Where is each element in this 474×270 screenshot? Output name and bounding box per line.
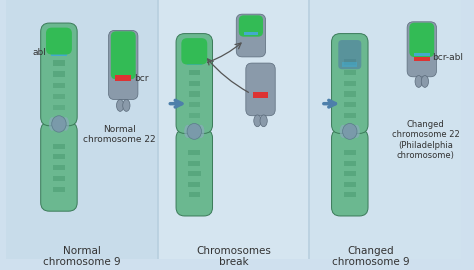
Bar [342, 62, 357, 67]
Bar [344, 102, 356, 107]
Bar [414, 57, 429, 61]
Text: abl: abl [33, 48, 46, 57]
Ellipse shape [353, 125, 360, 138]
Text: bcr-abl: bcr-abl [432, 53, 464, 62]
Bar [344, 171, 356, 176]
FancyBboxPatch shape [331, 33, 368, 133]
FancyBboxPatch shape [338, 40, 361, 69]
Bar [119, 93, 128, 100]
Bar [53, 144, 65, 149]
Ellipse shape [52, 116, 66, 132]
Bar [53, 71, 64, 77]
Text: Normal
chromosome 22: Normal chromosome 22 [83, 125, 156, 144]
FancyBboxPatch shape [331, 129, 368, 216]
Bar [344, 182, 356, 187]
Ellipse shape [421, 76, 428, 87]
Bar [189, 102, 200, 107]
FancyBboxPatch shape [46, 28, 72, 55]
Text: Changed
chromosome 9: Changed chromosome 9 [332, 246, 410, 267]
Bar [244, 32, 258, 35]
Bar [189, 81, 200, 86]
Bar [53, 187, 64, 192]
Text: Chromosomes
break: Chromosomes break [196, 246, 271, 267]
Ellipse shape [62, 117, 69, 131]
Bar [158, 0, 310, 259]
Bar [344, 59, 356, 65]
Ellipse shape [415, 76, 422, 87]
Bar [344, 192, 356, 197]
Bar [418, 71, 426, 76]
FancyBboxPatch shape [41, 23, 77, 126]
Ellipse shape [123, 100, 130, 111]
Ellipse shape [198, 125, 204, 138]
FancyBboxPatch shape [48, 28, 70, 53]
Text: Normal
chromosome 9: Normal chromosome 9 [43, 246, 121, 267]
Bar [6, 0, 158, 259]
FancyBboxPatch shape [410, 23, 434, 57]
Bar [53, 176, 65, 181]
Bar [344, 70, 356, 75]
FancyBboxPatch shape [176, 129, 212, 216]
Bar [53, 165, 65, 170]
Ellipse shape [340, 125, 346, 138]
Bar [53, 154, 65, 160]
FancyBboxPatch shape [184, 39, 205, 63]
Bar [53, 94, 64, 99]
Bar [188, 171, 201, 176]
Bar [188, 182, 201, 187]
FancyBboxPatch shape [176, 33, 212, 133]
Bar [310, 0, 461, 259]
Bar [253, 92, 268, 97]
Bar [344, 150, 356, 155]
Bar [189, 192, 200, 197]
Bar [344, 91, 356, 97]
Bar [53, 60, 64, 66]
Bar [414, 53, 429, 56]
Bar [344, 161, 356, 166]
Bar [51, 50, 67, 56]
FancyBboxPatch shape [182, 38, 207, 65]
FancyBboxPatch shape [239, 15, 263, 37]
Bar [188, 161, 201, 166]
Bar [189, 70, 200, 75]
Ellipse shape [343, 123, 357, 139]
Ellipse shape [117, 100, 124, 111]
FancyBboxPatch shape [246, 63, 275, 116]
FancyBboxPatch shape [109, 31, 138, 100]
Ellipse shape [254, 115, 261, 127]
Ellipse shape [49, 117, 55, 131]
Bar [189, 59, 200, 65]
Bar [189, 91, 200, 97]
Text: Changed
chromosome 22
(Philadelphia
chromosome): Changed chromosome 22 (Philadelphia chro… [392, 120, 459, 160]
Bar [344, 81, 356, 86]
Bar [116, 75, 131, 81]
Text: bcr: bcr [134, 74, 148, 83]
Bar [344, 113, 356, 118]
Bar [187, 60, 202, 65]
Bar [188, 150, 200, 155]
Bar [256, 110, 265, 115]
Bar [53, 105, 64, 110]
Bar [53, 49, 64, 55]
FancyBboxPatch shape [236, 14, 265, 57]
Ellipse shape [184, 125, 191, 138]
FancyBboxPatch shape [407, 22, 437, 77]
FancyBboxPatch shape [41, 122, 77, 211]
FancyBboxPatch shape [111, 31, 136, 79]
Bar [53, 83, 64, 88]
Ellipse shape [260, 115, 267, 127]
Bar [189, 113, 200, 118]
Ellipse shape [187, 123, 201, 139]
